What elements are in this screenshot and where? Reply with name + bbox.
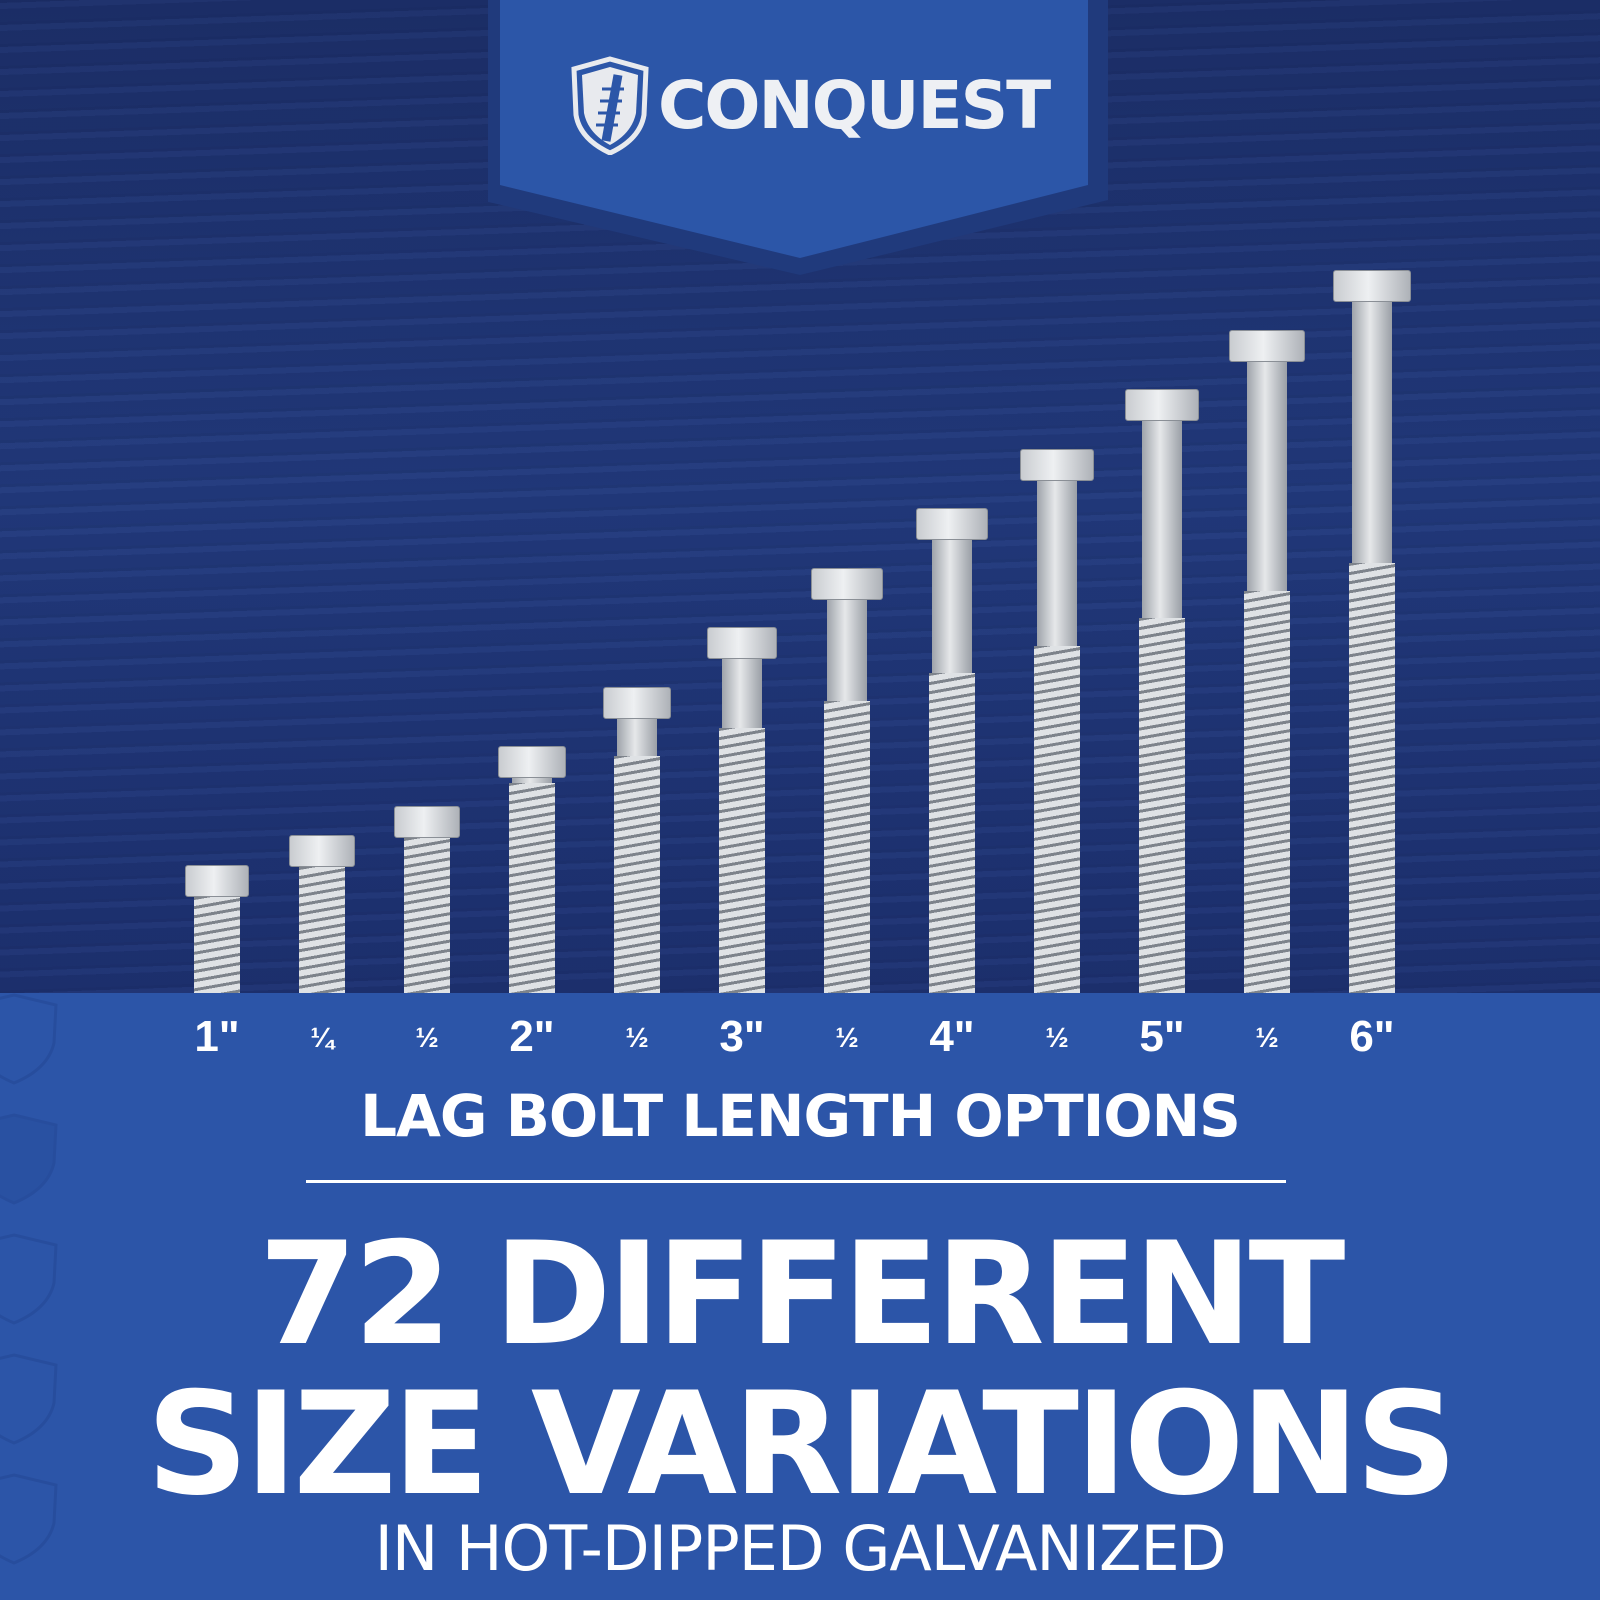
shield-decoration-icon — [0, 1113, 58, 1205]
lag-bolt — [1020, 448, 1094, 993]
lag-bolt — [393, 805, 461, 993]
size-label: 6" — [1349, 1012, 1395, 1061]
bolt-thread — [719, 728, 765, 993]
tagline: IN HOT-DIPPED GALVANIZED — [374, 1512, 1227, 1585]
headline-line-2: SIZE VARIATIONS — [146, 1362, 1457, 1527]
bolt-thread — [823, 700, 870, 993]
size-label: 4" — [929, 1012, 975, 1061]
size-label: ½ — [415, 1022, 439, 1053]
lag-bolt — [1229, 329, 1305, 993]
bolt-head — [707, 627, 777, 659]
bolt-thread — [194, 897, 240, 993]
bolt-head — [1229, 329, 1305, 362]
bolt-head — [498, 746, 566, 778]
bolt-thread — [508, 783, 555, 993]
headline: 72 DIFFERENT SIZE VARIATIONS — [0, 1220, 1600, 1520]
bolt-head — [915, 508, 989, 540]
bolt-head — [185, 865, 249, 897]
lag-bolt — [915, 508, 989, 993]
bolt-thread — [1244, 590, 1290, 993]
bolt-head — [811, 567, 883, 600]
bolt-thread — [613, 755, 660, 993]
shield-decoration-icon — [0, 1233, 58, 1325]
brand-name: CONQUEST — [658, 66, 1051, 144]
lag-bolt — [1333, 270, 1411, 993]
bolt-thread — [298, 867, 345, 993]
bolt-thread — [1138, 618, 1185, 993]
shield-decoration-icon — [0, 1353, 58, 1445]
bolt-head — [1020, 448, 1094, 481]
bolt-thread — [403, 837, 450, 993]
bolt-thread — [1033, 645, 1080, 993]
bolt-head — [1333, 270, 1411, 302]
bolt-head — [393, 805, 461, 838]
size-label: ½ — [1045, 1022, 1069, 1053]
lag-bolt — [498, 746, 566, 993]
size-label: 5" — [1139, 1012, 1185, 1061]
size-label: ½ — [1255, 1022, 1279, 1053]
bolt-head — [1124, 389, 1200, 421]
shield-decoration-icon — [0, 1473, 58, 1565]
size-label: 2" — [509, 1012, 555, 1061]
lag-bolt — [811, 567, 883, 993]
headline-line-1: 72 DIFFERENT — [258, 1212, 1346, 1377]
size-label: 1" — [194, 1012, 240, 1061]
divider — [306, 1180, 1286, 1183]
lag-bolt — [289, 835, 355, 993]
size-label: 3" — [719, 1012, 765, 1061]
lag-bolt — [707, 627, 777, 993]
info-band — [0, 993, 1600, 1600]
lag-bolt — [185, 865, 249, 993]
brand-logo: CONQUEST — [570, 55, 1051, 155]
size-label: ½ — [835, 1022, 859, 1053]
bolt-thread — [1348, 563, 1395, 993]
size-label: ½ — [625, 1022, 649, 1053]
shield-decoration-icon — [0, 993, 58, 1085]
bolt-head — [289, 835, 355, 868]
shield-screw-icon — [571, 56, 649, 155]
size-label: ¼ — [310, 1022, 334, 1053]
lag-bolt — [602, 686, 672, 993]
lag-bolt — [1124, 389, 1200, 993]
bolt-head — [602, 686, 672, 719]
bolt-thread — [928, 673, 975, 993]
subtitle: LAG BOLT LENGTH OPTIONS — [360, 1082, 1241, 1150]
